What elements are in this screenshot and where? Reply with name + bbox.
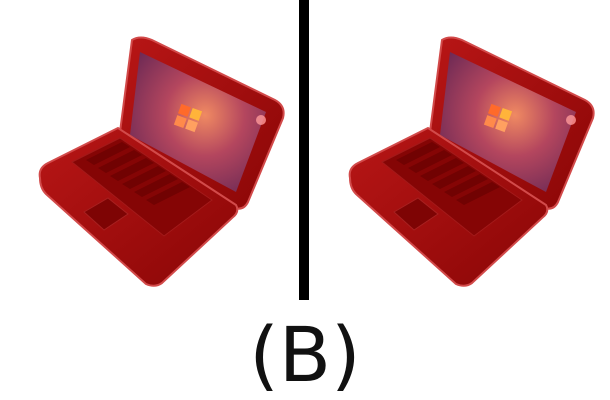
laptop-image-left bbox=[0, 0, 300, 300]
laptop-icon bbox=[348, 36, 595, 287]
windows-logo-icon bbox=[173, 103, 203, 133]
laptop-icon bbox=[38, 36, 285, 287]
panel-divider bbox=[299, 0, 309, 300]
laptop-image-right bbox=[310, 0, 610, 300]
figure-label: (B) bbox=[249, 310, 361, 399]
windows-logo-icon bbox=[483, 103, 513, 133]
